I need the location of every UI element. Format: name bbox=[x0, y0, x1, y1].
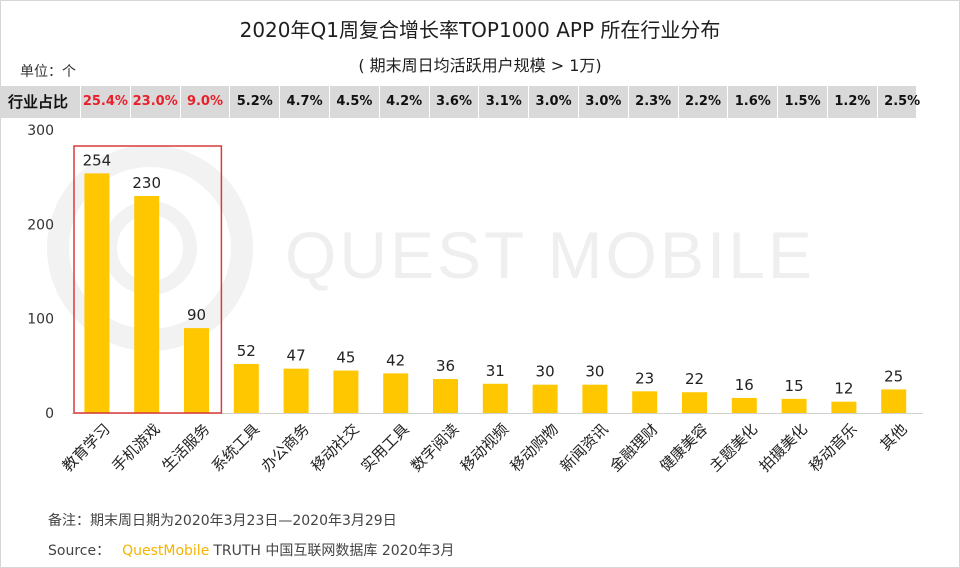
bar bbox=[682, 392, 707, 413]
y-tick-label: 300 bbox=[27, 123, 54, 139]
source-label: Source： bbox=[48, 543, 111, 559]
bar bbox=[84, 173, 110, 413]
bar bbox=[482, 383, 508, 413]
y-tick-label: 200 bbox=[27, 217, 54, 233]
y-tick-label: 100 bbox=[27, 312, 54, 328]
share-cell: 4.2% bbox=[378, 86, 429, 118]
share-cell: 4.7% bbox=[279, 86, 329, 118]
x-tick-label: 手机游戏 bbox=[108, 420, 163, 475]
bar-value-label: 230 bbox=[132, 174, 161, 192]
share-cell: 1.5% bbox=[777, 86, 827, 118]
x-tick-label: 拍摄美化 bbox=[756, 420, 811, 475]
share-cell: 9.0% bbox=[179, 86, 230, 118]
bar bbox=[184, 328, 209, 413]
share-cell: 2.5% bbox=[876, 86, 927, 118]
bar-value-label: 42 bbox=[386, 351, 405, 369]
bar-value-label: 25 bbox=[884, 367, 903, 385]
share-cell: 25.4% bbox=[80, 86, 130, 118]
bar bbox=[532, 384, 558, 413]
bar bbox=[333, 370, 359, 413]
watermark-text: QUEST MOBILE bbox=[285, 218, 815, 292]
share-cell: 4.5% bbox=[329, 86, 379, 118]
unit-label: 单位：个 bbox=[20, 64, 76, 80]
x-tick-label: 数字阅读 bbox=[407, 420, 462, 475]
bar-value-label: 52 bbox=[237, 342, 256, 360]
source-text: TRUTH 中国互联网数据库 2020年3月 bbox=[213, 543, 455, 559]
bar-value-label: 22 bbox=[685, 370, 704, 388]
share-cell: 2.2% bbox=[677, 86, 728, 118]
bar bbox=[383, 373, 409, 413]
x-tick-label: 移动音乐 bbox=[806, 420, 861, 475]
x-tick-label: 主题美化 bbox=[706, 420, 761, 475]
source-brand: QuestMobile bbox=[122, 543, 210, 559]
share-cell: 1.6% bbox=[727, 86, 777, 118]
watermark: QUEST MOBILE bbox=[47, 145, 815, 351]
bar-value-label: 30 bbox=[536, 363, 555, 381]
x-tick-label: 生活服务 bbox=[158, 420, 213, 475]
bar bbox=[781, 398, 807, 413]
x-tick-label: 其他 bbox=[877, 420, 911, 454]
source-line: Source： QuestMobile TRUTH 中国互联网数据库 2020年3月 bbox=[48, 540, 454, 560]
chart-title: 2020年Q1周复合增长率TOP1000 APP 所在行业分布 bbox=[239, 18, 721, 42]
y-tick-label: 0 bbox=[45, 406, 54, 422]
x-tick-label: 实用工具 bbox=[357, 420, 412, 475]
bar bbox=[881, 389, 907, 413]
bar bbox=[283, 368, 309, 413]
highlight-box bbox=[73, 145, 223, 414]
bar bbox=[433, 379, 458, 413]
x-tick-label: 系统工具 bbox=[208, 420, 263, 475]
share-cell: 2.3% bbox=[627, 86, 678, 118]
bar bbox=[632, 391, 658, 413]
bar-value-label: 15 bbox=[785, 377, 804, 395]
bar-value-label: 47 bbox=[287, 347, 306, 365]
bar-value-label: 254 bbox=[83, 151, 112, 169]
share-cell: 1.2% bbox=[827, 86, 877, 118]
x-tick-label: 移动视频 bbox=[457, 420, 512, 475]
bar-value-label: 12 bbox=[834, 380, 853, 398]
chart-subtitle: ( 期末周日均活跃用户规模 > 1万) bbox=[358, 56, 602, 75]
footnote: 备注：期末周日期为2020年3月23日—2020年3月29日 bbox=[48, 513, 397, 529]
x-tick-label: 新闻资讯 bbox=[557, 420, 612, 475]
share-row-label: 行业占比 bbox=[8, 93, 69, 111]
industry-share-row: 行业占比 25.4% 23.0% 9.0% 5.2% 4.7% 4.5% 4.2% 3.6% 3… bbox=[0, 86, 920, 118]
bar bbox=[134, 196, 160, 413]
bar-value-label: 31 bbox=[486, 362, 505, 380]
share-cell: 3.6% bbox=[428, 86, 479, 118]
bar-value-label: 45 bbox=[336, 349, 355, 367]
bar-value-label: 30 bbox=[585, 363, 604, 381]
bar bbox=[582, 384, 608, 413]
x-tick-label: 移动社交 bbox=[308, 420, 363, 475]
bar-value-label: 36 bbox=[436, 357, 455, 375]
bar-value-label: 90 bbox=[187, 306, 206, 324]
bar bbox=[831, 401, 857, 413]
bar-value-label: 23 bbox=[635, 369, 654, 387]
x-tick-label: 办公商务 bbox=[258, 420, 313, 475]
x-tick-label: 健康美容 bbox=[656, 420, 711, 475]
bar-value-label: 16 bbox=[735, 376, 754, 394]
share-cell: 3.0% bbox=[528, 86, 578, 118]
x-tick-label: 金融理财 bbox=[606, 420, 661, 475]
share-cell: 23.0% bbox=[129, 86, 180, 118]
bar bbox=[233, 363, 259, 413]
x-tick-label: 教育学习 bbox=[59, 420, 114, 475]
bar bbox=[731, 397, 757, 413]
share-cell: 5.2% bbox=[229, 86, 279, 118]
share-cell: 3.0% bbox=[578, 86, 628, 118]
x-tick-label: 移动购物 bbox=[507, 420, 562, 475]
share-cell: 3.1% bbox=[478, 86, 528, 118]
bar-chart: QUEST MOBILE 0 100 200 300 254 230 90 52 47 45 42… bbox=[27, 123, 923, 475]
